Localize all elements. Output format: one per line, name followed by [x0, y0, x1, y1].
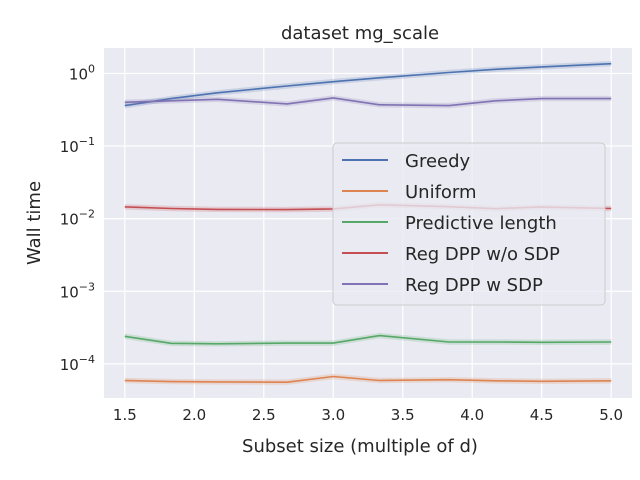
- x-tick-label: 2.0: [182, 406, 206, 424]
- x-tick-label: 3.0: [321, 406, 345, 424]
- y-tick-label: 10−1: [60, 135, 95, 156]
- x-tick-label: 1.5: [113, 406, 137, 424]
- y-axis-label: Wall time: [24, 181, 45, 265]
- x-tick-label: 4.0: [460, 406, 484, 424]
- chart-title: dataset mg_scale: [281, 23, 439, 44]
- x-tick-label: 2.5: [252, 406, 276, 424]
- legend-label: Reg DPP w/o SDP: [405, 244, 560, 265]
- legend-frame: [332, 142, 606, 306]
- x-tick-label: 4.5: [530, 406, 554, 424]
- x-tick-label: 5.0: [599, 406, 623, 424]
- series-line-greedy: [124, 62, 612, 107]
- legend-label: Predictive length: [405, 213, 557, 234]
- series-band-reg-dpp-w-sdp: [124, 95, 612, 109]
- legend-label: Uniform: [405, 182, 477, 203]
- y-tick-label: 10−3: [60, 280, 95, 301]
- x-tick-labels: 1.5 2.0 2.5 3.0 3.5 4.0 4.5 5.0: [113, 406, 623, 424]
- legend-label: Reg DPP w SDP: [405, 275, 543, 296]
- y-tick-label: 10−4: [60, 353, 95, 374]
- x-axis-label: Subset size (multiple of d): [242, 436, 478, 457]
- y-tick-label: 10−2: [60, 208, 95, 229]
- legend: Greedy Uniform Predictive length Reg DPP w/…: [332, 142, 606, 306]
- series-line-reg-dpp-w-sdp: [124, 97, 612, 107]
- y-tick-label: 100: [69, 62, 95, 83]
- legend-label: Greedy: [405, 151, 471, 172]
- series-line-predictive-length: [124, 334, 612, 345]
- x-tick-label: 3.5: [391, 406, 415, 424]
- y-tick-labels: 100 10−1 10−2 10−3 10−4: [60, 62, 95, 373]
- series-line-uniform: [124, 375, 612, 384]
